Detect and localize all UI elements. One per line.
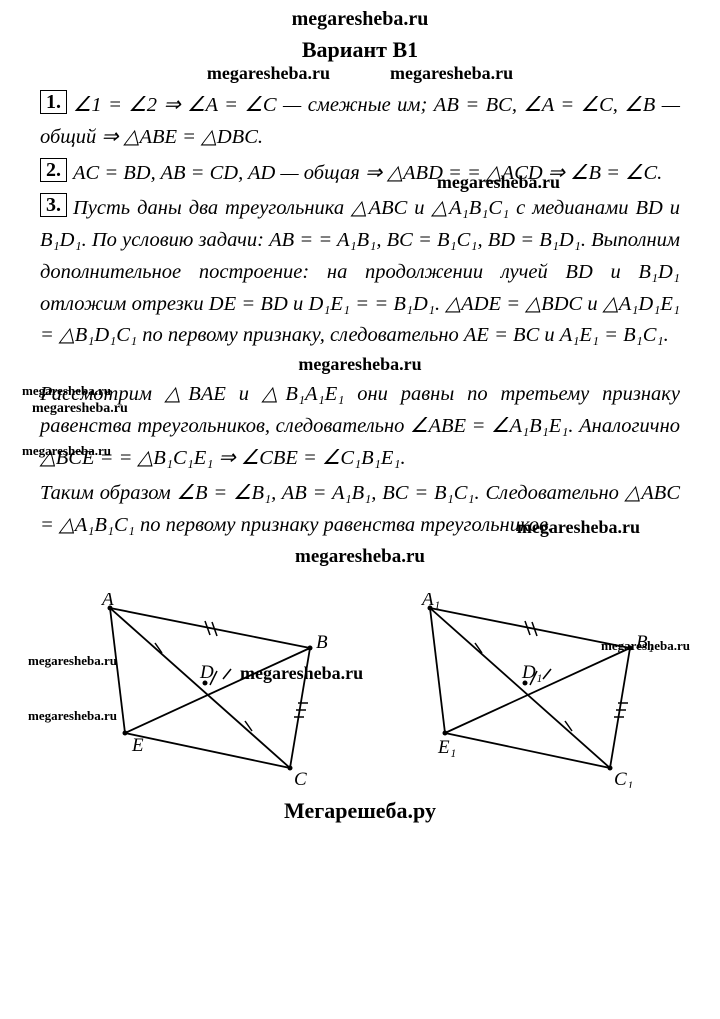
page-title: Вариант В1 — [40, 37, 680, 63]
item-number-1: 1. — [40, 90, 67, 114]
vertex-C: C — [294, 769, 307, 788]
diagram-row: megaresheba.ru megaresheba.ru megaresheb… — [40, 593, 680, 788]
item-3a: 3.Пусть даны два треугольника △ABC и △A₁… — [40, 193, 680, 352]
item-3b: Рассмотрим △BAE и △B₁A₁E₁ они равны по т… — [40, 379, 680, 474]
item-3a-text: Пусть даны два треугольника △ABC и △A₁B₁… — [40, 197, 680, 346]
item-2-text: AC = BD, AB = CD, AD — общая ⇒ △ABD = = … — [73, 162, 662, 184]
vertex-C1: C₁ — [614, 769, 633, 788]
item-1: 1.∠1 = ∠2 ⇒ ∠A = ∠C — смежные им; AB = B… — [40, 90, 680, 154]
watermark-mid2: megaresheba.ru — [40, 546, 680, 568]
item-3c: Таким образом ∠B = ∠B₁, AB = A₁B₁, BC = … — [40, 478, 680, 542]
watermark-top: megaresheba.ru — [40, 8, 680, 31]
watermark-text: megaresheba.ru — [240, 663, 363, 684]
vertex-D1: D₁ — [521, 662, 542, 683]
item-number-3: 3. — [40, 193, 67, 217]
vertex-B: B — [316, 632, 328, 653]
watermark-footer: Мегарешеба.ру — [40, 798, 680, 824]
vertex-D: D — [199, 662, 214, 683]
watermark-text: megaresheba.ru — [601, 638, 690, 654]
item-1-text: ∠1 = ∠2 ⇒ ∠A = ∠C — смежные им; AB = BC,… — [40, 94, 680, 148]
item-2: 2. AC = BD, AB = CD, AD — общая ⇒ △ABD = … — [40, 158, 680, 190]
watermark-text: megaresheba.ru — [28, 708, 117, 724]
item-number-2: 2. — [40, 158, 67, 182]
item-3b-text: Рассмотрим △BAE и △B₁A₁E₁ они равны по т… — [40, 383, 680, 469]
triangle-diagram-1: A B C D E — [50, 593, 350, 788]
item-3c-text: Таким образом ∠B = ∠B₁, AB = A₁B₁, BC = … — [40, 482, 680, 536]
watermark-row-under-title: megaresheba.ru megaresheba.ru — [40, 63, 680, 84]
triangle-diagram-2: A₁ B₁ C₁ D₁ E₁ — [370, 593, 670, 788]
watermark-text: megaresheba.ru — [207, 63, 330, 84]
vertex-E: E — [131, 735, 144, 756]
watermark-text: megaresheba.ru — [390, 63, 513, 84]
watermark-mid: megaresheba.ru — [40, 354, 680, 375]
page: megaresheba.ru Вариант В1 megaresheba.ru… — [0, 0, 720, 1019]
vertex-E1: E₁ — [437, 737, 456, 758]
watermark-text: megaresheba.ru — [28, 653, 117, 669]
